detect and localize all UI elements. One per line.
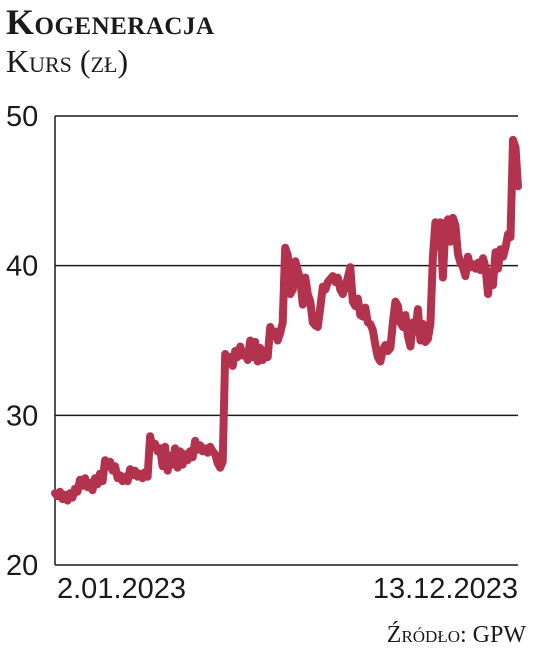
y-axis-ticks: 20 30 40 50 bbox=[6, 101, 38, 582]
x-tick-label-end: 13.12.2023 bbox=[373, 573, 518, 605]
series-line bbox=[51, 135, 522, 505]
y-tick-label: 20 bbox=[6, 550, 38, 582]
x-axis-ticks: 2.01.2023 13.12.2023 bbox=[57, 573, 518, 605]
chart-subtitle: Kurs (zł) bbox=[6, 43, 129, 79]
y-tick-label: 50 bbox=[6, 101, 38, 133]
y-tick-label: 40 bbox=[6, 251, 38, 283]
x-tick-label-start: 2.01.2023 bbox=[57, 573, 186, 605]
chart-title: Kogeneracja bbox=[6, 2, 215, 42]
y-tick-label: 30 bbox=[6, 400, 38, 432]
source-note: Źródło: GPW bbox=[386, 622, 526, 648]
